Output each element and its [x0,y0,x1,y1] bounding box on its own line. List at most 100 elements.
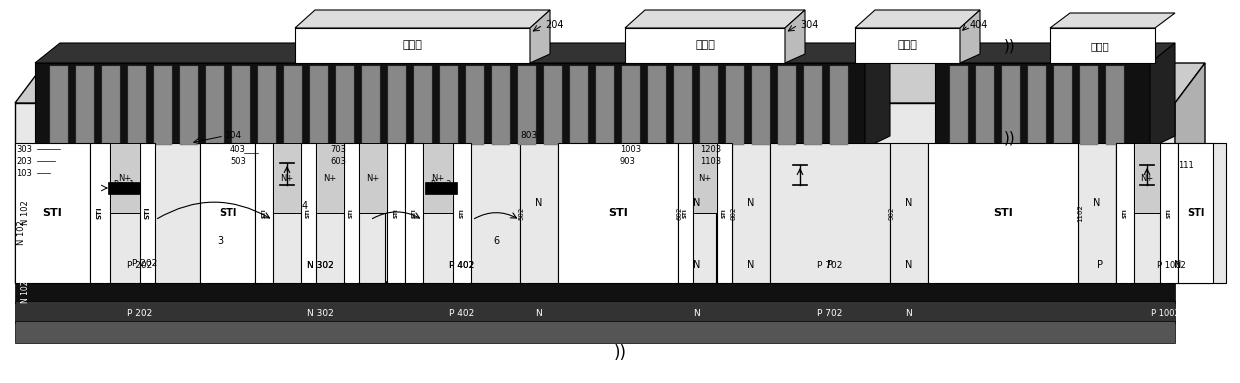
Text: )): )) [1004,131,1016,146]
Polygon shape [675,66,692,145]
Text: N: N [693,198,701,208]
Text: N: N [1187,308,1193,318]
Text: 203: 203 [16,157,32,165]
Text: N: N [748,198,755,208]
Text: STI: STI [608,208,627,218]
Text: P: P [827,260,833,270]
Text: N+: N+ [432,173,445,183]
Polygon shape [466,66,484,145]
Text: )): )) [1004,39,1016,54]
Polygon shape [529,10,551,63]
Bar [405,143,520,283]
Text: N: N [905,198,913,208]
Polygon shape [777,66,796,145]
Text: N: N [905,308,913,318]
Text: STI: STI [218,208,236,218]
Polygon shape [15,103,1176,283]
Text: N: N [748,260,755,270]
Text: N: N [693,308,701,318]
Polygon shape [725,66,744,145]
Text: STI: STI [348,208,353,218]
Bar [301,143,316,283]
Text: 1003: 1003 [620,144,641,154]
Bar [15,281,1176,303]
Text: N+: N+ [280,173,294,183]
Text: )): )) [614,344,626,362]
Bar [1078,143,1116,283]
Bar [15,143,91,283]
Text: P 402: P 402 [449,308,475,318]
Polygon shape [440,66,458,145]
Text: 403: 403 [229,144,246,154]
Bar [928,143,1078,283]
Bar [405,143,423,283]
Text: 903: 903 [620,157,636,165]
Bar [1116,143,1135,283]
Text: STI: STI [722,208,727,218]
Polygon shape [950,66,968,145]
Text: STI: STI [42,208,62,218]
Polygon shape [180,66,198,145]
Bar [770,143,890,283]
Text: 金属线: 金属线 [898,41,918,51]
Bar [678,143,693,283]
Polygon shape [518,66,536,145]
Polygon shape [866,43,890,148]
Polygon shape [310,66,329,145]
Bar [343,143,360,283]
Text: STI: STI [262,208,267,218]
Text: N 302: N 302 [306,260,334,270]
Polygon shape [1149,43,1176,148]
Text: 902: 902 [888,206,894,220]
Bar [520,143,558,283]
Text: STI: STI [97,207,103,219]
Bar [423,143,453,213]
Polygon shape [544,66,562,145]
Bar [108,182,140,194]
Bar [558,143,678,283]
Polygon shape [701,66,718,145]
Bar [1178,143,1213,283]
Text: N 102: N 102 [21,281,30,303]
Text: N: N [536,308,542,318]
Polygon shape [625,10,805,28]
Text: N 102: N 102 [17,221,26,246]
Polygon shape [649,66,666,145]
Polygon shape [625,28,785,63]
Text: P 202: P 202 [133,259,157,267]
Text: P 402: P 402 [449,260,475,270]
Text: N+: N+ [1141,173,1153,183]
Text: 404: 404 [970,20,988,30]
Polygon shape [1106,66,1123,145]
Polygon shape [258,66,277,145]
Text: 6: 6 [494,236,498,246]
Text: N+: N+ [118,173,131,183]
Text: N 102: N 102 [21,201,30,225]
Text: N: N [536,198,543,208]
Bar [1159,143,1178,283]
Text: N: N [1174,260,1182,270]
Bar [110,143,140,213]
Polygon shape [414,66,432,145]
Text: 1203: 1203 [701,144,722,154]
Polygon shape [935,43,1176,63]
Polygon shape [856,28,960,63]
Bar [360,143,387,213]
Polygon shape [804,66,822,145]
Polygon shape [960,10,980,63]
Text: 1103: 1103 [701,157,722,165]
Text: N+: N+ [366,173,379,183]
Text: 金属线: 金属线 [696,41,715,51]
Polygon shape [35,63,866,148]
Polygon shape [362,66,379,145]
Text: 4: 4 [301,201,308,211]
Text: 103: 103 [16,169,32,177]
Text: P 202: P 202 [128,260,153,270]
Text: P 702: P 702 [817,308,843,318]
Text: 1102: 1102 [1078,204,1083,222]
Bar [91,143,200,283]
Text: 金属线: 金属线 [1091,41,1110,51]
Polygon shape [1002,66,1021,145]
Polygon shape [232,66,250,145]
Bar [453,143,471,283]
